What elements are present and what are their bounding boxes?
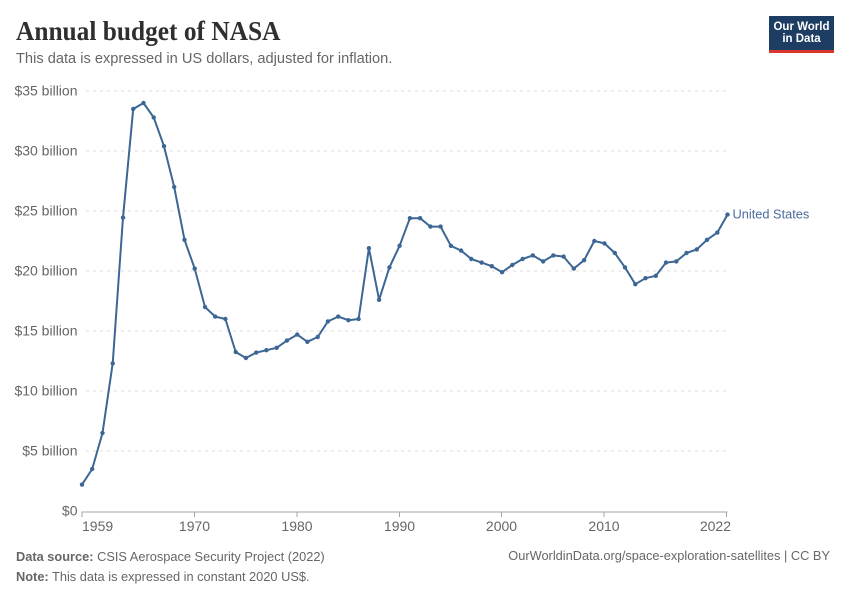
svg-text:$30 billion: $30 billion bbox=[14, 142, 77, 158]
svg-text:$35 billion: $35 billion bbox=[14, 82, 77, 98]
svg-text:$0: $0 bbox=[62, 502, 78, 518]
svg-text:2010: 2010 bbox=[588, 518, 619, 534]
svg-text:1970: 1970 bbox=[179, 518, 210, 534]
svg-text:$25 billion: $25 billion bbox=[14, 202, 77, 218]
svg-text:$20 billion: $20 billion bbox=[14, 262, 77, 278]
svg-text:$10 billion: $10 billion bbox=[14, 382, 77, 398]
svg-text:2000: 2000 bbox=[486, 518, 517, 534]
svg-text:1990: 1990 bbox=[384, 518, 415, 534]
svg-text:$15 billion: $15 billion bbox=[14, 322, 77, 338]
svg-text:1980: 1980 bbox=[281, 518, 312, 534]
svg-text:2022: 2022 bbox=[700, 518, 731, 534]
svg-text:United States: United States bbox=[733, 207, 810, 222]
svg-text:$5 billion: $5 billion bbox=[22, 442, 77, 458]
svg-text:1959: 1959 bbox=[82, 518, 113, 534]
